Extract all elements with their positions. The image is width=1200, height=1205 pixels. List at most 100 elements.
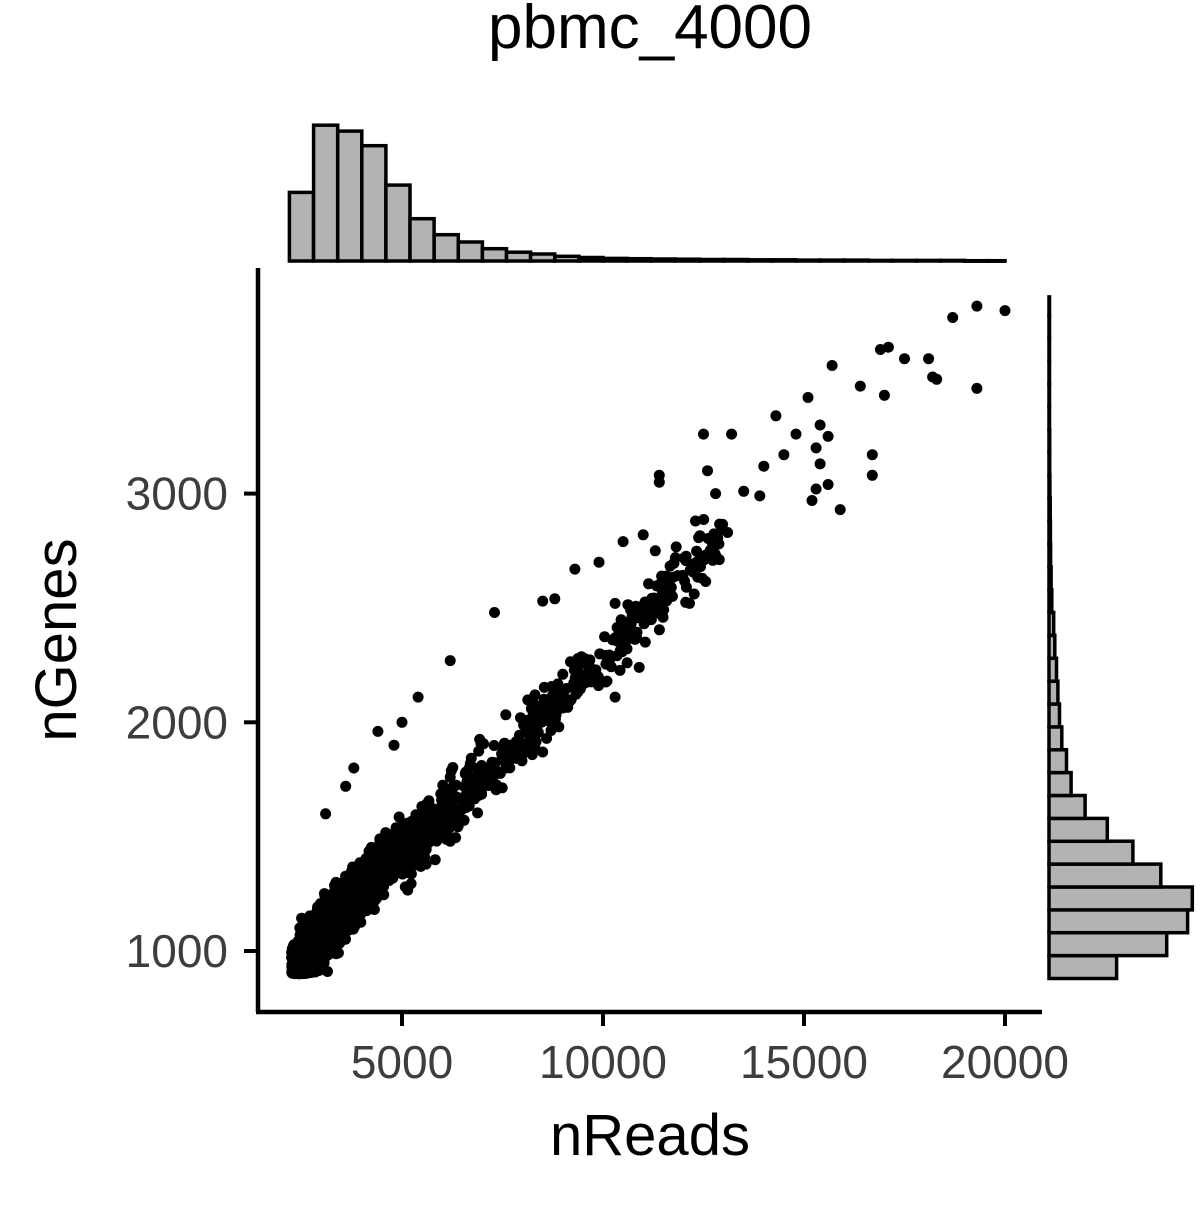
scatter-point bbox=[700, 549, 712, 561]
scatter-point bbox=[533, 718, 544, 729]
scatter-point-outlier bbox=[810, 442, 822, 454]
scatter-point bbox=[496, 782, 508, 794]
scatter-point bbox=[515, 749, 526, 761]
scatter-point-outlier bbox=[999, 305, 1011, 317]
x-histogram-bar bbox=[987, 258, 1007, 263]
scatter-point bbox=[691, 556, 703, 568]
y-histogram-bar bbox=[1047, 473, 1052, 500]
scatter-point bbox=[378, 856, 390, 868]
scatter-point bbox=[327, 928, 339, 940]
scatter-point-outlier bbox=[866, 469, 878, 481]
scatter-point-outlier bbox=[372, 725, 384, 737]
chart-title: pbmc_4000 bbox=[488, 0, 812, 62]
scatter-point bbox=[611, 622, 623, 633]
y-histogram-bar bbox=[1047, 656, 1059, 683]
x-histogram-bar bbox=[287, 190, 316, 263]
scatter-point-outlier bbox=[826, 360, 838, 371]
scatter-point bbox=[310, 923, 322, 935]
scatter-point-outlier bbox=[444, 655, 456, 667]
scatter-point-outlier bbox=[738, 485, 750, 497]
x-histogram-bar bbox=[360, 143, 388, 263]
scatter-point bbox=[437, 805, 449, 817]
scatter-point bbox=[664, 560, 676, 572]
scatter-point-outlier bbox=[710, 549, 722, 561]
scatter-point bbox=[459, 768, 471, 780]
x-histogram-bar bbox=[528, 252, 557, 263]
scatter-point-outlier bbox=[923, 353, 935, 365]
x-histogram-bar bbox=[311, 123, 340, 263]
scatter-point bbox=[541, 732, 553, 744]
scatter-point-outlier bbox=[722, 527, 734, 538]
scatter-point bbox=[464, 788, 476, 800]
scatter-point-outlier bbox=[472, 790, 484, 801]
scatter-point bbox=[349, 865, 361, 877]
y-histogram-bar bbox=[1047, 793, 1087, 821]
scatter-point bbox=[576, 651, 587, 663]
y-histogram-bar bbox=[1047, 610, 1056, 638]
scatter-point-outlier bbox=[790, 428, 802, 440]
scatter-point bbox=[362, 875, 374, 887]
scatter-point-outlier bbox=[601, 675, 613, 687]
scatter-point-outlier bbox=[545, 716, 557, 728]
x-histogram-bar bbox=[480, 246, 509, 263]
scatter-point bbox=[314, 904, 326, 916]
scatter-point-outlier bbox=[625, 618, 637, 630]
scatter-point-outlier bbox=[464, 758, 476, 769]
scatter-point bbox=[322, 905, 334, 917]
scatter-point-outlier bbox=[971, 300, 983, 312]
x-histogram-bar bbox=[770, 258, 798, 263]
x-histogram-bar bbox=[577, 255, 605, 263]
scatter-point bbox=[382, 840, 394, 852]
x-histogram-bar bbox=[553, 254, 581, 263]
x-tick-label: 20000 bbox=[941, 1036, 1069, 1088]
scatter-point-outlier bbox=[557, 668, 569, 680]
scatter-point-outlier bbox=[814, 419, 826, 431]
scatter-point bbox=[680, 596, 692, 608]
scatter-point bbox=[614, 664, 626, 676]
scatter-point-outlier bbox=[866, 449, 878, 461]
scatter-point bbox=[288, 946, 300, 958]
y-tick-label: 3000 bbox=[126, 468, 228, 520]
x-histogram-bar bbox=[456, 240, 485, 263]
scatter-point bbox=[413, 818, 425, 830]
scatter-point-outlier bbox=[806, 495, 818, 506]
scatter-point-outlier bbox=[456, 803, 468, 815]
scatter-point bbox=[401, 863, 412, 875]
y-histogram-bar bbox=[1047, 770, 1073, 798]
scatter-point bbox=[429, 854, 441, 866]
y-tick-label: 1000 bbox=[126, 925, 228, 977]
scatter-point bbox=[594, 648, 606, 660]
scatter-point-outlier bbox=[802, 392, 814, 403]
scatter-point-outlier bbox=[814, 458, 826, 470]
y-histogram-bar bbox=[1047, 885, 1195, 912]
scatter-point bbox=[472, 807, 484, 819]
scatter-point-outlier bbox=[505, 739, 516, 751]
x-tick-label: 10000 bbox=[539, 1036, 667, 1088]
x-histogram-bar bbox=[721, 257, 750, 263]
scatter-point-outlier bbox=[931, 373, 943, 385]
x-histogram-bar bbox=[649, 257, 678, 263]
scatter-point-outlier bbox=[669, 552, 681, 564]
scatter-point-outlier bbox=[320, 808, 332, 820]
scatter-point bbox=[622, 599, 634, 611]
x-tick-label: 15000 bbox=[740, 1036, 868, 1088]
x-tick-label: 5000 bbox=[351, 1036, 453, 1088]
scatter-point-outlier bbox=[412, 691, 424, 703]
y-histogram-bar bbox=[1047, 313, 1052, 340]
scatter-point bbox=[319, 942, 331, 954]
scatter-point bbox=[586, 673, 598, 685]
marginal-x-histogram bbox=[287, 123, 1007, 263]
y-histogram-bar bbox=[1047, 404, 1052, 432]
scatter-point bbox=[603, 649, 615, 661]
scatter-point bbox=[405, 878, 417, 890]
scatter-points bbox=[286, 300, 1011, 980]
x-histogram-bar bbox=[842, 258, 871, 263]
scatter-point-outlier bbox=[810, 483, 822, 495]
scatter-point-outlier bbox=[348, 762, 360, 774]
y-histogram-bar bbox=[1047, 953, 1119, 981]
y-histogram-bar bbox=[1047, 633, 1057, 661]
y-histogram-bar bbox=[1047, 382, 1052, 409]
scatter-point-outlier bbox=[702, 465, 713, 477]
x-histogram-bar bbox=[408, 216, 436, 263]
